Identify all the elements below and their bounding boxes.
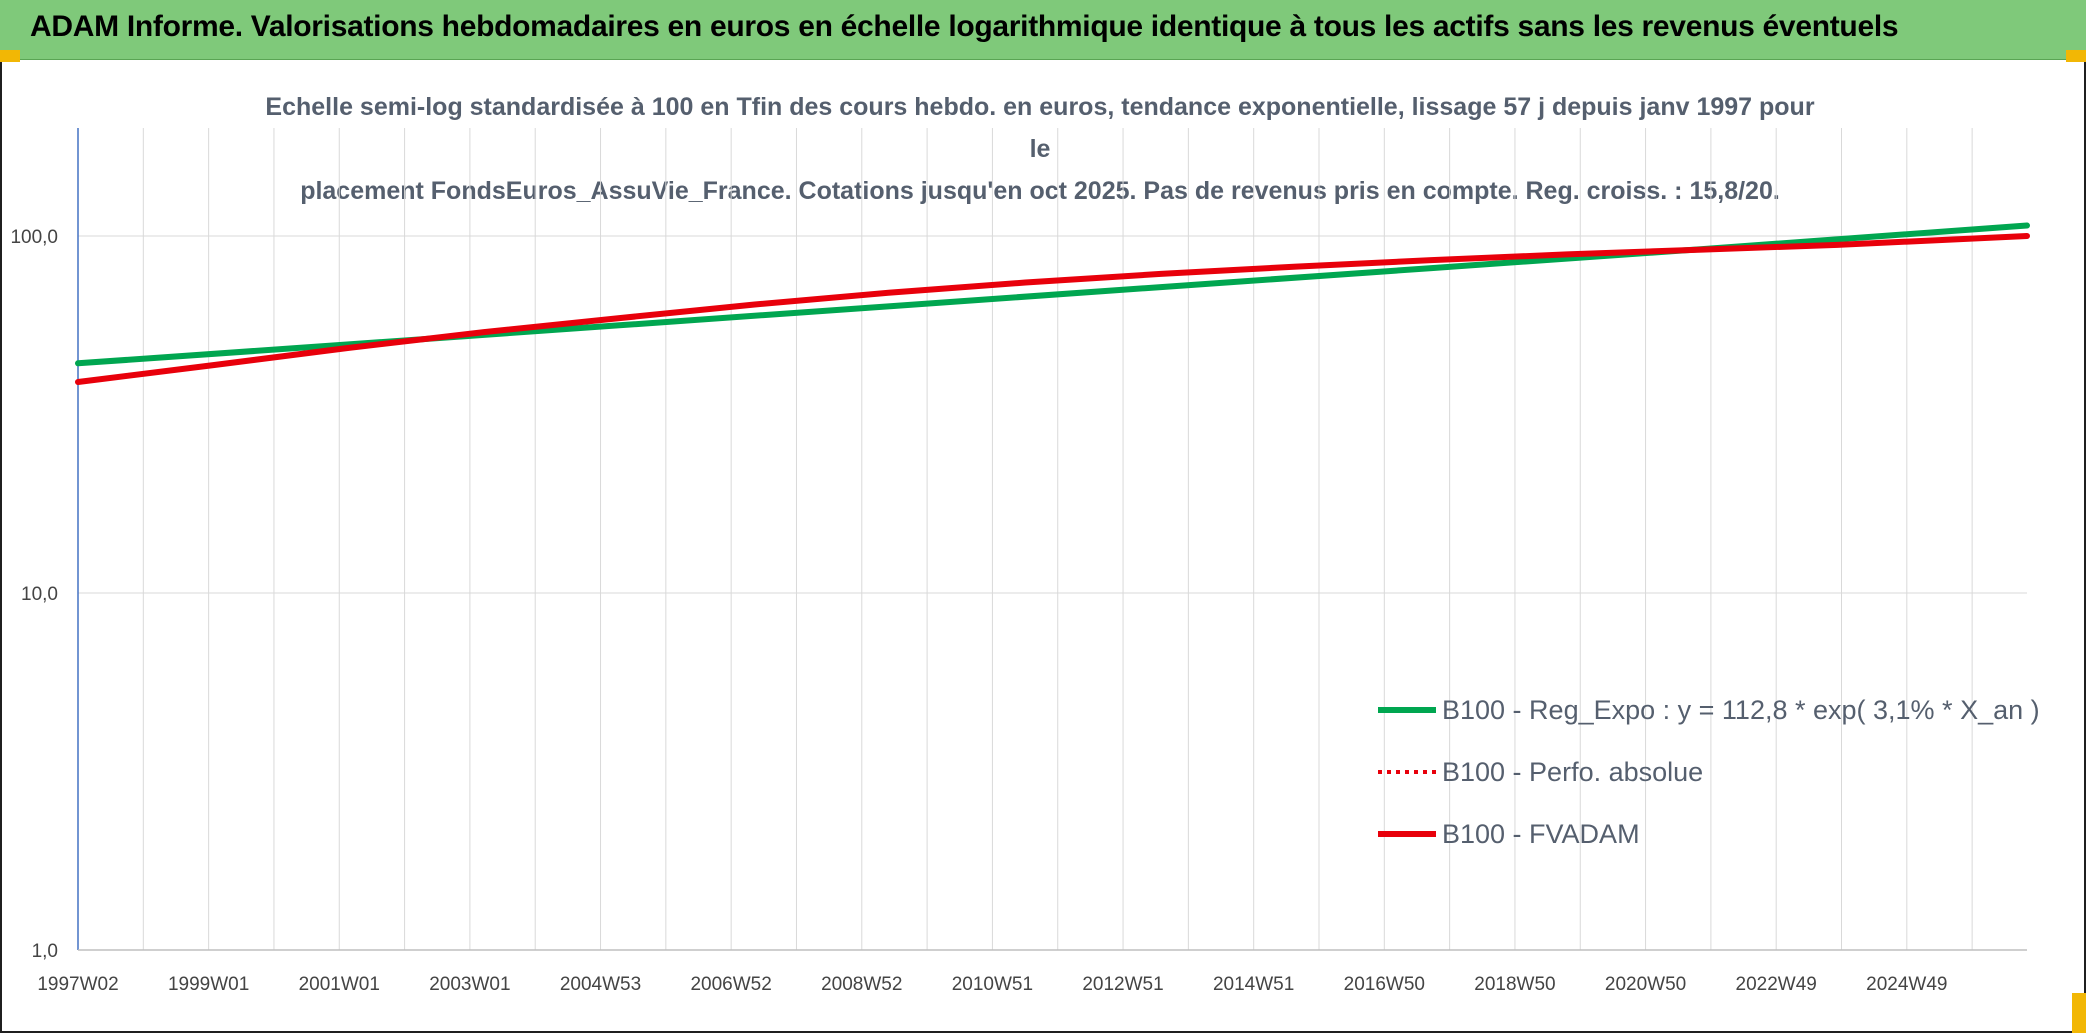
chart-frame [0, 62, 2086, 1033]
series-line-3 [75, 233, 2030, 385]
corner-marker-right [2066, 50, 2086, 62]
legend-label: B100 - Reg_Expo : y = 112,8 * exp( 3,1% … [1442, 695, 2040, 725]
series-line-2 [77, 234, 2028, 384]
x-tick-label: 2022W49 [1736, 974, 1817, 995]
chart-title-line-1: Echelle semi-log standardisée à 100 en T… [265, 93, 1815, 163]
x-tick-label: 2006W52 [690, 974, 771, 995]
corner-marker-left [0, 50, 20, 62]
chart-title: Echelle semi-log standardisée à 100 en T… [260, 86, 1820, 212]
axes: 1,0 10,0 100,0 1997W02 1999W01 2001W01 2003W01… [10, 128, 2027, 995]
x-tick-label: 2008W52 [821, 974, 902, 995]
y-tick-label: 1,0 [32, 941, 58, 962]
x-tick-label: 2004W53 [560, 974, 641, 995]
chart-title-line-2: placement FondsEuros_AssuVie_France. Cot… [300, 177, 1780, 205]
corner-marker-bottom-right [2072, 993, 2086, 1033]
x-tick-label: 2020W50 [1605, 974, 1686, 995]
legend-label: B100 - FVADAM [1442, 819, 1640, 849]
legend: B100 - Reg_Expo : y = 112,8 * exp( 3,1% … [1378, 695, 2040, 849]
legend-label: B100 - Perfo. absolue [1442, 757, 1703, 787]
x-tick-label: 2012W51 [1082, 974, 1163, 995]
series-lines [75, 222, 2030, 385]
header-banner: ADAM Informe. Valorisations hebdomadaire… [0, 0, 2086, 60]
x-tick-label: 2001W01 [299, 974, 380, 995]
y-tick-label: 10,0 [21, 584, 58, 605]
y-tick-label: 100,0 [10, 227, 58, 248]
page-title: ADAM Informe. Valorisations hebdomadaire… [30, 10, 1899, 43]
x-tick-label: 1997W02 [37, 974, 118, 995]
x-tick-label: 2003W01 [429, 974, 510, 995]
x-tick-label: 2014W51 [1213, 974, 1294, 995]
x-tick-label: 2024W49 [1866, 974, 1947, 995]
x-tick-label: 2016W50 [1344, 974, 1425, 995]
x-tick-label: 1999W01 [168, 974, 249, 995]
x-tick-label: 2018W50 [1474, 974, 1555, 995]
x-tick-label: 2010W51 [952, 974, 1033, 995]
